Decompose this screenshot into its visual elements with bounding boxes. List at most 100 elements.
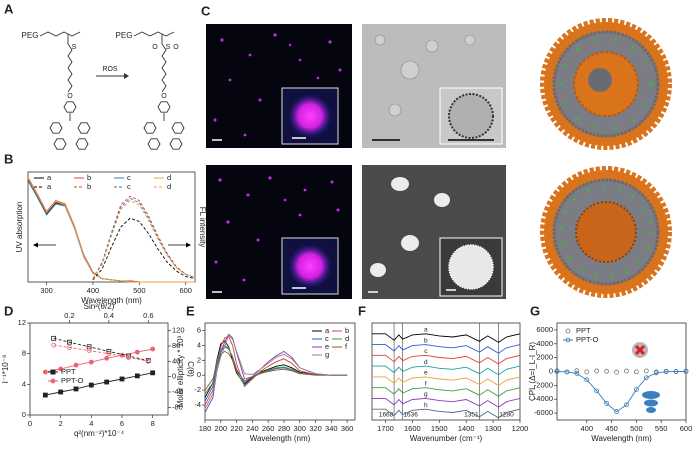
x-tick-label: 220 bbox=[230, 424, 243, 433]
series-line bbox=[372, 376, 521, 387]
series-line bbox=[92, 195, 196, 279]
marker bbox=[594, 388, 600, 394]
marker bbox=[574, 368, 580, 374]
marker bbox=[51, 335, 57, 341]
core bbox=[575, 201, 637, 263]
series-line bbox=[204, 340, 348, 398]
legend-label: b bbox=[345, 326, 349, 335]
atom-label: O bbox=[152, 44, 158, 51]
x-tick-label: 320 bbox=[309, 424, 322, 433]
marker bbox=[58, 389, 64, 395]
series-line bbox=[204, 350, 348, 391]
x-tick-label: 240 bbox=[246, 424, 259, 433]
core-inner bbox=[588, 68, 612, 92]
y-tick-label: -4 bbox=[194, 400, 201, 409]
y2-tick-label: 120 bbox=[172, 326, 185, 335]
series-line bbox=[204, 335, 348, 406]
vesicle-zoom bbox=[448, 93, 494, 139]
x-tick-label: 1700 bbox=[377, 424, 394, 433]
y-axis-label: I⁻¹*10⁻⁸ bbox=[1, 355, 10, 384]
marker bbox=[150, 370, 156, 376]
series-line bbox=[372, 365, 521, 376]
series-line bbox=[372, 408, 521, 419]
phenyl bbox=[63, 101, 77, 113]
particles bbox=[213, 33, 342, 137]
y-axis-label: UV absorption bbox=[15, 202, 24, 253]
panel-label: B bbox=[4, 151, 13, 166]
series-label: b bbox=[424, 337, 428, 344]
x2-tick-label: 0.2 bbox=[64, 311, 74, 320]
arrow-head bbox=[124, 73, 129, 79]
series-line bbox=[45, 348, 153, 373]
y2-tick-label: 0 bbox=[172, 372, 176, 381]
legend-label: PPT bbox=[61, 367, 76, 376]
x-tick-label: 400 bbox=[581, 424, 594, 433]
y-tick-label: 4 bbox=[197, 340, 201, 349]
x-tick-label: 400 bbox=[87, 286, 100, 295]
x-tick-label: 300 bbox=[40, 286, 53, 295]
tpe-units bbox=[559, 37, 653, 131]
y-tick-label: -6000 bbox=[534, 408, 553, 417]
y2-tick-label: 80 bbox=[172, 341, 180, 350]
icon bbox=[644, 399, 658, 407]
marker bbox=[614, 369, 619, 375]
side-chain bbox=[67, 34, 73, 93]
y-tick-label: 2000 bbox=[536, 353, 553, 362]
marker bbox=[624, 402, 629, 408]
x-tick-label: 1600 bbox=[404, 424, 421, 433]
legend-marker bbox=[50, 369, 56, 375]
icon bbox=[646, 407, 656, 413]
marker bbox=[134, 373, 140, 379]
marker bbox=[73, 386, 79, 392]
marker bbox=[119, 376, 125, 382]
legend-label: PPT-O bbox=[576, 335, 599, 344]
icon bbox=[642, 391, 660, 399]
x-tick-label: 450 bbox=[605, 424, 618, 433]
marker bbox=[554, 369, 560, 374]
panel-label: G bbox=[530, 303, 540, 318]
phenyl bbox=[169, 138, 183, 150]
phenyl bbox=[75, 138, 89, 150]
x-tick-label: 200 bbox=[215, 424, 228, 433]
marker bbox=[67, 345, 72, 350]
panel-label: D bbox=[4, 303, 13, 318]
x-axis-label: Wavenumber (cm⁻¹) bbox=[410, 434, 483, 443]
x-tick-label: 500 bbox=[133, 286, 146, 295]
series-line bbox=[92, 200, 196, 279]
atom-label: O bbox=[161, 93, 167, 100]
marker bbox=[584, 377, 590, 383]
series-label: e bbox=[424, 370, 428, 377]
particles bbox=[214, 176, 340, 282]
legend-label: g bbox=[325, 350, 329, 359]
backbone bbox=[39, 31, 81, 37]
series-line bbox=[372, 344, 521, 354]
y-axis-label: CPL (Δ=I_L-I_R) bbox=[528, 342, 537, 401]
x-tick-label: 2 bbox=[59, 419, 63, 428]
legend-label: e bbox=[325, 342, 329, 351]
marker bbox=[51, 342, 57, 348]
series-label: h bbox=[424, 402, 428, 409]
x-tick-label: 8 bbox=[151, 419, 155, 428]
marker bbox=[145, 358, 151, 364]
tpe-units bbox=[559, 185, 653, 279]
arrow-head bbox=[33, 242, 38, 248]
micelle-model bbox=[540, 166, 672, 298]
x-tick-label: 1500 bbox=[431, 424, 448, 433]
x2-tick-label: 0.4 bbox=[104, 311, 114, 320]
series-line bbox=[27, 177, 195, 283]
series-line bbox=[372, 387, 521, 397]
marker bbox=[106, 351, 112, 357]
x-axis-label: Wavelength (nm) bbox=[81, 296, 142, 305]
series-line bbox=[372, 354, 521, 365]
series-label: f bbox=[425, 380, 427, 387]
y-tick-label: 4 bbox=[22, 379, 26, 388]
y-tick-label: 12 bbox=[18, 318, 26, 327]
x-axis-label: Wavelength (nm) bbox=[591, 434, 652, 443]
panel-label: F bbox=[358, 303, 366, 318]
atom-label: S bbox=[72, 44, 77, 51]
y-tick-label: 8 bbox=[22, 349, 26, 358]
x-tick-label: 1300 bbox=[485, 424, 502, 433]
cpl-icons bbox=[632, 342, 660, 413]
x-tick-label: 280 bbox=[278, 424, 291, 433]
